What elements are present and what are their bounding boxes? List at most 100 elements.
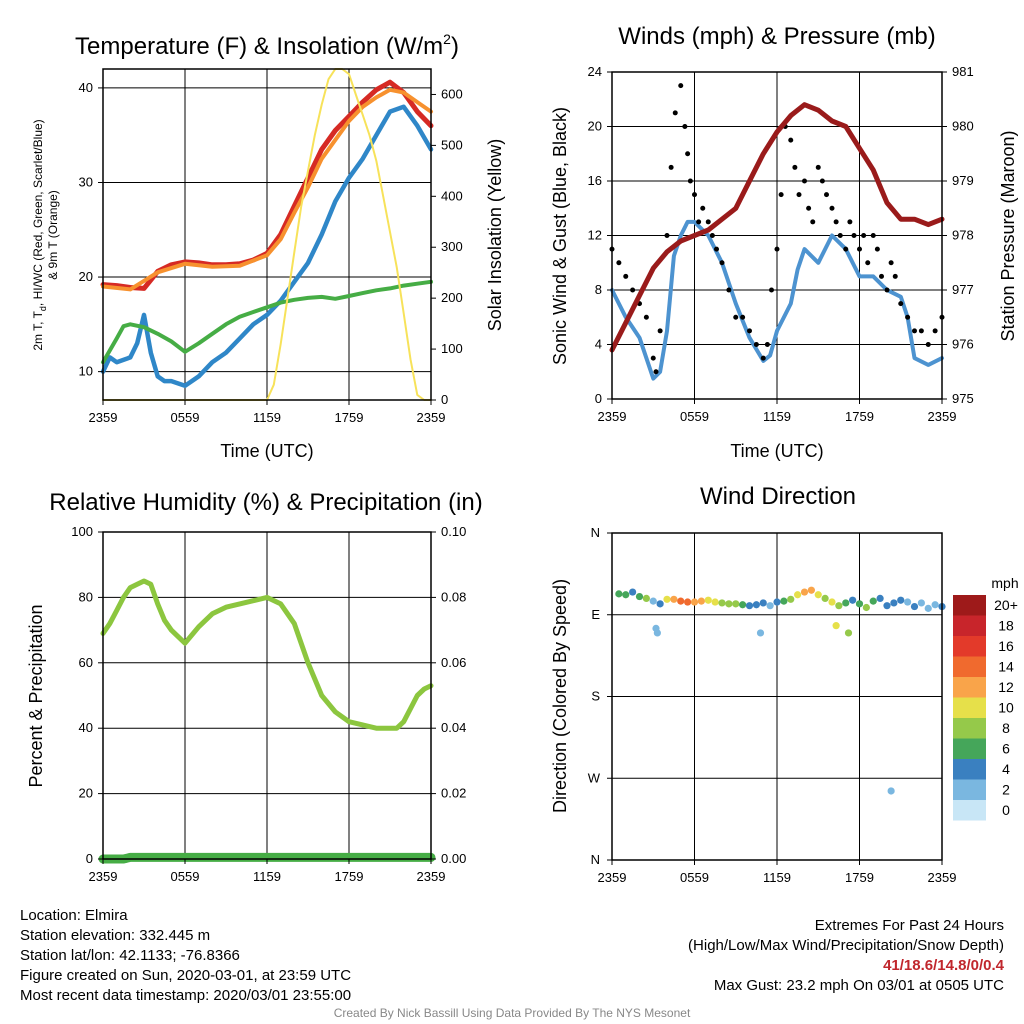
x-tick-label: 0559 (171, 869, 200, 884)
y-tick-label: 16 (588, 173, 602, 188)
legend-swatch (953, 636, 986, 657)
direction-point (752, 601, 760, 609)
legend-swatch (953, 779, 986, 800)
legend-label: 14 (998, 659, 1014, 675)
x-tick-label: 1159 (253, 869, 281, 884)
direction-point (670, 595, 678, 603)
gust-point (857, 246, 862, 252)
extremes-info: Extremes For Past 24 Hours (High/Low/Max… (688, 916, 1004, 996)
legend-label: 4 (1002, 761, 1010, 777)
legend-label: 20+ (994, 597, 1018, 613)
direction-point (745, 602, 754, 610)
gust-point (687, 178, 693, 184)
temperature-y-ticks: 10 20 30 40 (79, 80, 103, 379)
direction-point (653, 629, 661, 637)
temperature-panel: Temperature (F) & Insolation (W/m2) 2359… (31, 31, 505, 461)
temperature-title: Temperature (F) & Insolation (W/m2) (75, 31, 459, 60)
y-tick-label: 4 (595, 337, 602, 352)
direction-point (855, 600, 864, 608)
y-tick-label: 20 (79, 269, 93, 284)
direction-grid (612, 533, 942, 860)
direction-tick-label: S (591, 689, 600, 704)
direction-point (835, 602, 843, 610)
x-tick-label: 2359 (89, 869, 118, 884)
x-tick-label: 2359 (598, 870, 627, 885)
x-tick-label: 1159 (763, 409, 791, 424)
gust-point (851, 233, 857, 238)
gust-point (623, 273, 629, 279)
humidity-grid (103, 532, 431, 859)
humidity-title: Relative Humidity (%) & Precipitation (i… (49, 489, 482, 516)
x-tick-label: 0559 (680, 409, 709, 424)
temperature-9m-line (101, 87, 433, 292)
x-tick-label: 1159 (763, 870, 791, 885)
max-gust-text: Max Gust: 23.2 mph On 03/01 at 0505 UTC (713, 977, 1004, 994)
y-tick-label: 12 (588, 228, 602, 243)
direction-point (711, 598, 719, 606)
dewpoint-line (101, 279, 433, 365)
y-tick-label: 8 (595, 282, 602, 297)
gust-point (865, 260, 871, 266)
direction-point (869, 597, 877, 605)
direction-point (725, 600, 733, 608)
direction-x-ticks: 2359 0559 1159 1759 2359 (598, 860, 957, 885)
legend-label: 16 (998, 638, 1014, 654)
gust-point (726, 287, 732, 293)
legend-swatch (953, 759, 986, 780)
humidity-panel: Relative Humidity (%) & Precipitation (i… (26, 489, 483, 884)
y2-tick-label: 600 (441, 86, 463, 101)
direction-point (844, 629, 853, 637)
direction-point (794, 591, 802, 599)
gust-point (764, 342, 770, 347)
gust-point (760, 355, 766, 361)
gust-point (912, 328, 917, 334)
winds-ylabel: Sonic Wind & Gust (Blue, Black) (550, 107, 570, 365)
legend-swatch (953, 718, 986, 739)
direction-point (832, 622, 840, 630)
humidity-ylabel: Percent & Precipitation (26, 604, 46, 787)
y2-tick-label: 978 (952, 228, 974, 243)
x-tick-label: 2359 (928, 870, 957, 885)
recent-text: Most recent data timestamp: 2020/03/01 2… (20, 987, 352, 1004)
y2-tick-label: 300 (441, 239, 463, 254)
direction-point (642, 594, 650, 603)
y-tick-label: 40 (79, 80, 93, 95)
legend-label: 2 (1002, 782, 1010, 798)
latlon-text: Station lat/lon: 42.1133; -76.8366 (20, 947, 240, 964)
gust-point (778, 192, 784, 198)
humidity-x-ticks: 2359 0559 1159 1759 2359 (89, 859, 445, 884)
gust-point (700, 205, 706, 211)
winds-y2label: Station Pressure (Maroon) (998, 130, 1018, 341)
gust-point (870, 233, 876, 238)
gust-point (819, 178, 825, 184)
extremes-legend: (High/Low/Max Wind/Precipitation/Snow De… (688, 937, 1004, 954)
gust-point (705, 219, 711, 225)
gust-point (788, 137, 794, 143)
gust-point (747, 328, 752, 334)
gust-point (905, 314, 911, 320)
direction-point (814, 591, 822, 599)
x-tick-label: 1759 (845, 870, 874, 885)
temperature-ylabel-line2: & 9m T (Orange) (46, 190, 60, 280)
humidity-y2-ticks: 0.00 0.02 0.04 0.06 0.08 0.10 (431, 524, 466, 866)
gust-point (740, 314, 746, 320)
direction-point (910, 602, 919, 611)
direction-tick-label: W (588, 770, 601, 785)
y2-tick-label: 976 (952, 337, 974, 352)
gust-point (806, 205, 812, 211)
direction-point (697, 597, 705, 605)
direction-tick-label: E (591, 607, 600, 622)
gust-point (898, 301, 904, 307)
gust-point (802, 178, 807, 184)
temperature-y2-ticks: 0 100 200 300 400 500 600 (431, 86, 463, 407)
direction-point (807, 586, 815, 594)
direction-point (904, 598, 912, 606)
y2-tick-label: 200 (441, 290, 463, 305)
direction-point (663, 595, 671, 603)
temperature-y2label: Solar Insolation (Yellow) (485, 139, 505, 331)
direction-point (876, 594, 884, 603)
gust-point (815, 164, 821, 170)
y2-tick-label: 0.00 (441, 851, 466, 866)
direction-point (732, 600, 740, 608)
direction-point (883, 602, 891, 610)
